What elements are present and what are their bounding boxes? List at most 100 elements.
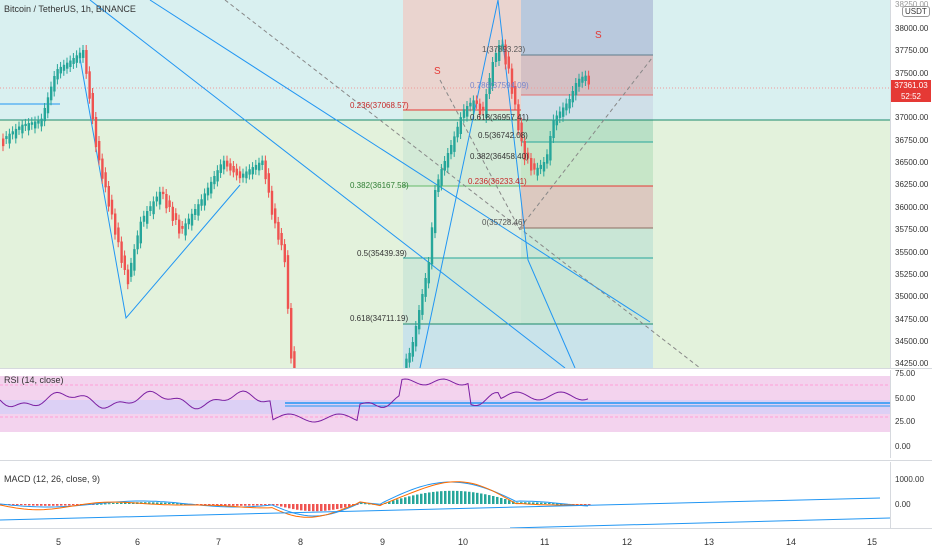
fib-right-label-0618: 0.618(36957.41) bbox=[470, 113, 529, 122]
pane-separator-2[interactable] bbox=[0, 460, 932, 461]
trend-dashed-1[interactable] bbox=[224, 0, 701, 368]
candle bbox=[456, 126, 459, 138]
macd-bar bbox=[312, 504, 315, 512]
macd-bar bbox=[48, 504, 51, 506]
macd-bar bbox=[536, 502, 539, 504]
fib-right-label-0382: 0.382(36458.40) bbox=[470, 152, 529, 161]
time-axis-label: 9 bbox=[380, 537, 386, 547]
candle bbox=[274, 208, 277, 224]
macd-bar bbox=[64, 504, 67, 506]
candle bbox=[210, 181, 213, 194]
candle bbox=[136, 235, 139, 250]
candle bbox=[91, 93, 94, 120]
rsi-y-25: 25.00 bbox=[895, 417, 916, 426]
candle bbox=[245, 171, 248, 179]
macd-bar bbox=[264, 504, 267, 506]
macd-bar bbox=[448, 490, 451, 504]
candle bbox=[418, 310, 421, 330]
macd-bar bbox=[508, 500, 511, 504]
macd-bar bbox=[32, 504, 35, 506]
macd-bar bbox=[296, 504, 299, 510]
s-marker-2: S bbox=[595, 30, 602, 41]
candle bbox=[504, 44, 507, 65]
candle bbox=[78, 52, 82, 59]
macd-bar bbox=[244, 504, 247, 506]
rsi-axis[interactable] bbox=[890, 370, 932, 458]
candle bbox=[149, 206, 152, 212]
fib-right-label-05: 0.5(36742.08) bbox=[478, 131, 528, 140]
macd-trend-1[interactable] bbox=[0, 497, 881, 521]
time-axis-label: 11 bbox=[540, 537, 550, 547]
macd-bar bbox=[248, 504, 251, 506]
trend-line-1[interactable] bbox=[89, 0, 566, 368]
macd-svg bbox=[0, 481, 890, 528]
candle bbox=[62, 64, 66, 71]
candle bbox=[53, 76, 56, 92]
candle bbox=[270, 190, 274, 215]
macd-bar bbox=[96, 503, 99, 505]
trend-dashed-2[interactable] bbox=[519, 57, 653, 229]
macd-pane[interactable] bbox=[0, 468, 890, 528]
candle bbox=[30, 122, 34, 125]
fib-right-green3 bbox=[521, 228, 653, 324]
fib-right-label-0: 0(35728.46) bbox=[482, 218, 526, 227]
macd-bar bbox=[452, 490, 455, 504]
candle bbox=[574, 83, 578, 96]
candle bbox=[37, 120, 40, 124]
candle bbox=[46, 97, 50, 114]
candle bbox=[587, 75, 590, 85]
candle bbox=[162, 191, 165, 195]
rsi-title: RSI (14, close) bbox=[4, 375, 64, 385]
time-axis[interactable]: 5 6 7 8 9 10 11 12 13 14 15 bbox=[0, 528, 932, 551]
price-axis[interactable] bbox=[890, 0, 932, 368]
price-chart-svg bbox=[0, 0, 890, 368]
macd-bar bbox=[368, 503, 371, 505]
currency-badge[interactable]: USDT bbox=[902, 6, 930, 17]
rsi-pane[interactable] bbox=[0, 370, 890, 458]
macd-bar bbox=[544, 502, 547, 504]
candle bbox=[472, 100, 475, 111]
candle bbox=[104, 172, 107, 188]
macd-bar bbox=[496, 496, 499, 504]
macd-bar bbox=[320, 504, 323, 512]
candle bbox=[165, 194, 168, 209]
time-axis-label: 12 bbox=[622, 537, 633, 547]
macd-axis[interactable] bbox=[890, 462, 932, 528]
candle bbox=[267, 173, 270, 193]
macd-bar bbox=[24, 504, 27, 506]
macd-bar bbox=[156, 502, 159, 504]
macd-bar bbox=[184, 503, 187, 505]
candle bbox=[462, 109, 466, 118]
macd-bar bbox=[60, 504, 63, 506]
candle bbox=[293, 351, 296, 368]
candle bbox=[280, 233, 283, 246]
candle bbox=[168, 200, 171, 208]
candle bbox=[40, 118, 43, 127]
pane-separator-1[interactable] bbox=[0, 368, 932, 369]
rsi-line bbox=[0, 378, 589, 423]
candle bbox=[117, 227, 120, 243]
pitchfork-lines[interactable] bbox=[419, 0, 576, 368]
candle bbox=[219, 164, 222, 173]
macd-bar bbox=[240, 504, 243, 506]
price-chart-pane[interactable] bbox=[0, 0, 890, 368]
macd-trend-2[interactable] bbox=[509, 517, 890, 528]
candle bbox=[254, 164, 258, 170]
candle bbox=[242, 173, 245, 178]
macd-bar bbox=[460, 491, 463, 504]
macd-bar bbox=[580, 504, 583, 505]
candle bbox=[552, 119, 555, 139]
candle bbox=[450, 145, 453, 155]
candle bbox=[171, 206, 174, 221]
trend-line-2[interactable] bbox=[149, 0, 651, 323]
time-axis-label: 14 bbox=[786, 537, 797, 547]
macd-bar bbox=[160, 502, 163, 504]
fib-zone-green3 bbox=[403, 258, 521, 324]
price-axis-label: 36250.00 bbox=[895, 180, 929, 190]
macd-bar bbox=[292, 504, 295, 510]
macd-bar bbox=[432, 491, 435, 504]
macd-bar bbox=[52, 504, 55, 506]
candle bbox=[491, 62, 494, 86]
candle bbox=[152, 201, 155, 215]
macd-bar bbox=[220, 504, 223, 506]
